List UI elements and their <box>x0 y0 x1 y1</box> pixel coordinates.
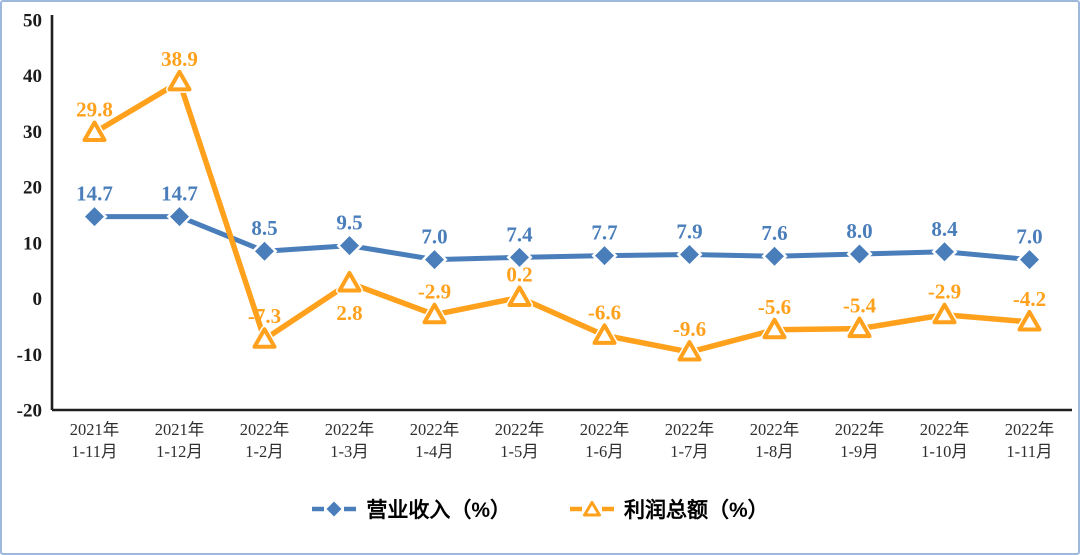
data-point-label: 7.9 <box>676 220 702 244</box>
legend-label-profit: 利润总额（%） <box>624 499 769 522</box>
profit-triangle-marker-icon <box>569 500 615 518</box>
triangle-marker <box>337 270 362 293</box>
triangle-marker <box>422 302 447 325</box>
y-axis-tick-label: 10 <box>23 233 42 254</box>
x-axis-category-label: 2021年 1-12月 <box>155 420 205 461</box>
diamond-marker <box>85 207 104 227</box>
data-point-label: -2.9 <box>418 280 451 304</box>
diamond-marker <box>680 245 699 265</box>
data-point-label: 7.7 <box>591 221 617 245</box>
line-chart-canvas: 50 40 30 20 10 0 -10 -20 2021年 1-11月 2021年 1-12月 202… <box>17 11 1072 461</box>
triangle-marker <box>592 323 617 345</box>
x-axis-category-label: 2022年 1-3月 <box>325 420 375 461</box>
data-point-label: 8.0 <box>846 219 872 243</box>
data-point-label: 0.2 <box>506 262 532 286</box>
triangle-marker <box>932 302 957 325</box>
data-point-label: 7.0 <box>1016 225 1042 249</box>
diamond-marker <box>850 244 869 264</box>
diamond-marker <box>1020 250 1039 270</box>
data-point-label: 9.5 <box>336 211 362 235</box>
data-point-label: -5.6 <box>758 295 791 319</box>
revenue-diamond-marker-icon <box>311 500 357 518</box>
series-line-1 <box>91 79 1033 355</box>
y-axis-tick-label: 20 <box>23 178 42 199</box>
chart-legend: 营业收入（%） 利润总额（%） <box>2 489 1078 529</box>
x-axis-category-label: 2022年 1-10月 <box>920 420 970 461</box>
x-axis-category-label: 2022年 1-9月 <box>835 420 885 461</box>
triangle-marker <box>677 340 702 362</box>
data-point-label: 29.8 <box>76 98 113 122</box>
data-point-label: 14.7 <box>76 182 113 206</box>
data-point-label: 14.7 <box>161 182 198 206</box>
triangle-marker <box>252 327 277 349</box>
y-axis-tick-label: 40 <box>23 66 42 87</box>
diamond-marker <box>255 241 274 261</box>
x-axis-category-label: 2021年 1-11月 <box>70 420 120 461</box>
legend-label-revenue: 营业收入（%） <box>366 499 511 522</box>
x-axis-category-label: 2022年 1-8月 <box>750 420 800 461</box>
diamond-marker <box>340 236 359 256</box>
x-axis-category-label: 2022年 1-6月 <box>580 420 630 461</box>
data-point-label: -7.3 <box>248 304 281 328</box>
triangle-marker <box>167 69 192 92</box>
data-point-label: -4.2 <box>1013 287 1046 311</box>
x-axis-category-label: 2022年 1-7月 <box>665 420 715 461</box>
triangle-marker <box>82 120 107 143</box>
diamond-marker <box>595 246 614 266</box>
data-point-label: 7.4 <box>506 222 533 246</box>
diamond-marker <box>425 250 444 270</box>
y-axis-tick-label: -10 <box>17 345 42 366</box>
x-axis-category-label: 2022年 1-4月 <box>410 420 460 461</box>
data-point-label: -9.6 <box>673 317 706 341</box>
series-line-0 <box>92 214 1032 263</box>
data-point-label: -2.9 <box>928 280 961 304</box>
y-axis-tick-label: 30 <box>23 122 42 143</box>
data-point-label: 7.6 <box>761 221 787 245</box>
diamond-marker <box>170 207 189 227</box>
y-axis-tick-label: -20 <box>17 401 42 422</box>
x-axis-category-label: 2022年 1-11月 <box>1005 420 1055 461</box>
triangle-marker <box>847 316 872 339</box>
data-point-label: -6.6 <box>588 300 621 324</box>
x-axis-category-label: 2022年 1-2月 <box>240 420 290 461</box>
triangle-marker <box>507 285 532 307</box>
y-axis-tick-label: 50 <box>23 11 42 32</box>
legend-item-revenue: 营业收入（%） <box>311 494 511 524</box>
legend-item-profit: 利润总额（%） <box>569 494 769 524</box>
data-point-label: 8.5 <box>251 216 277 240</box>
x-axis-category-label: 2022年 1-5月 <box>495 420 545 461</box>
triangle-marker <box>762 317 787 340</box>
diamond-marker <box>510 247 529 267</box>
data-point-label: 8.4 <box>931 217 958 241</box>
data-point-label: 2.8 <box>336 301 362 325</box>
diamond-marker <box>935 242 954 262</box>
triangle-marker <box>1017 309 1042 332</box>
data-point-label: 38.9 <box>161 47 198 71</box>
data-point-label: 7.0 <box>421 225 447 249</box>
data-point-label: -5.4 <box>843 294 877 318</box>
diamond-marker <box>765 246 784 266</box>
y-axis-tick-label: 0 <box>33 289 43 310</box>
